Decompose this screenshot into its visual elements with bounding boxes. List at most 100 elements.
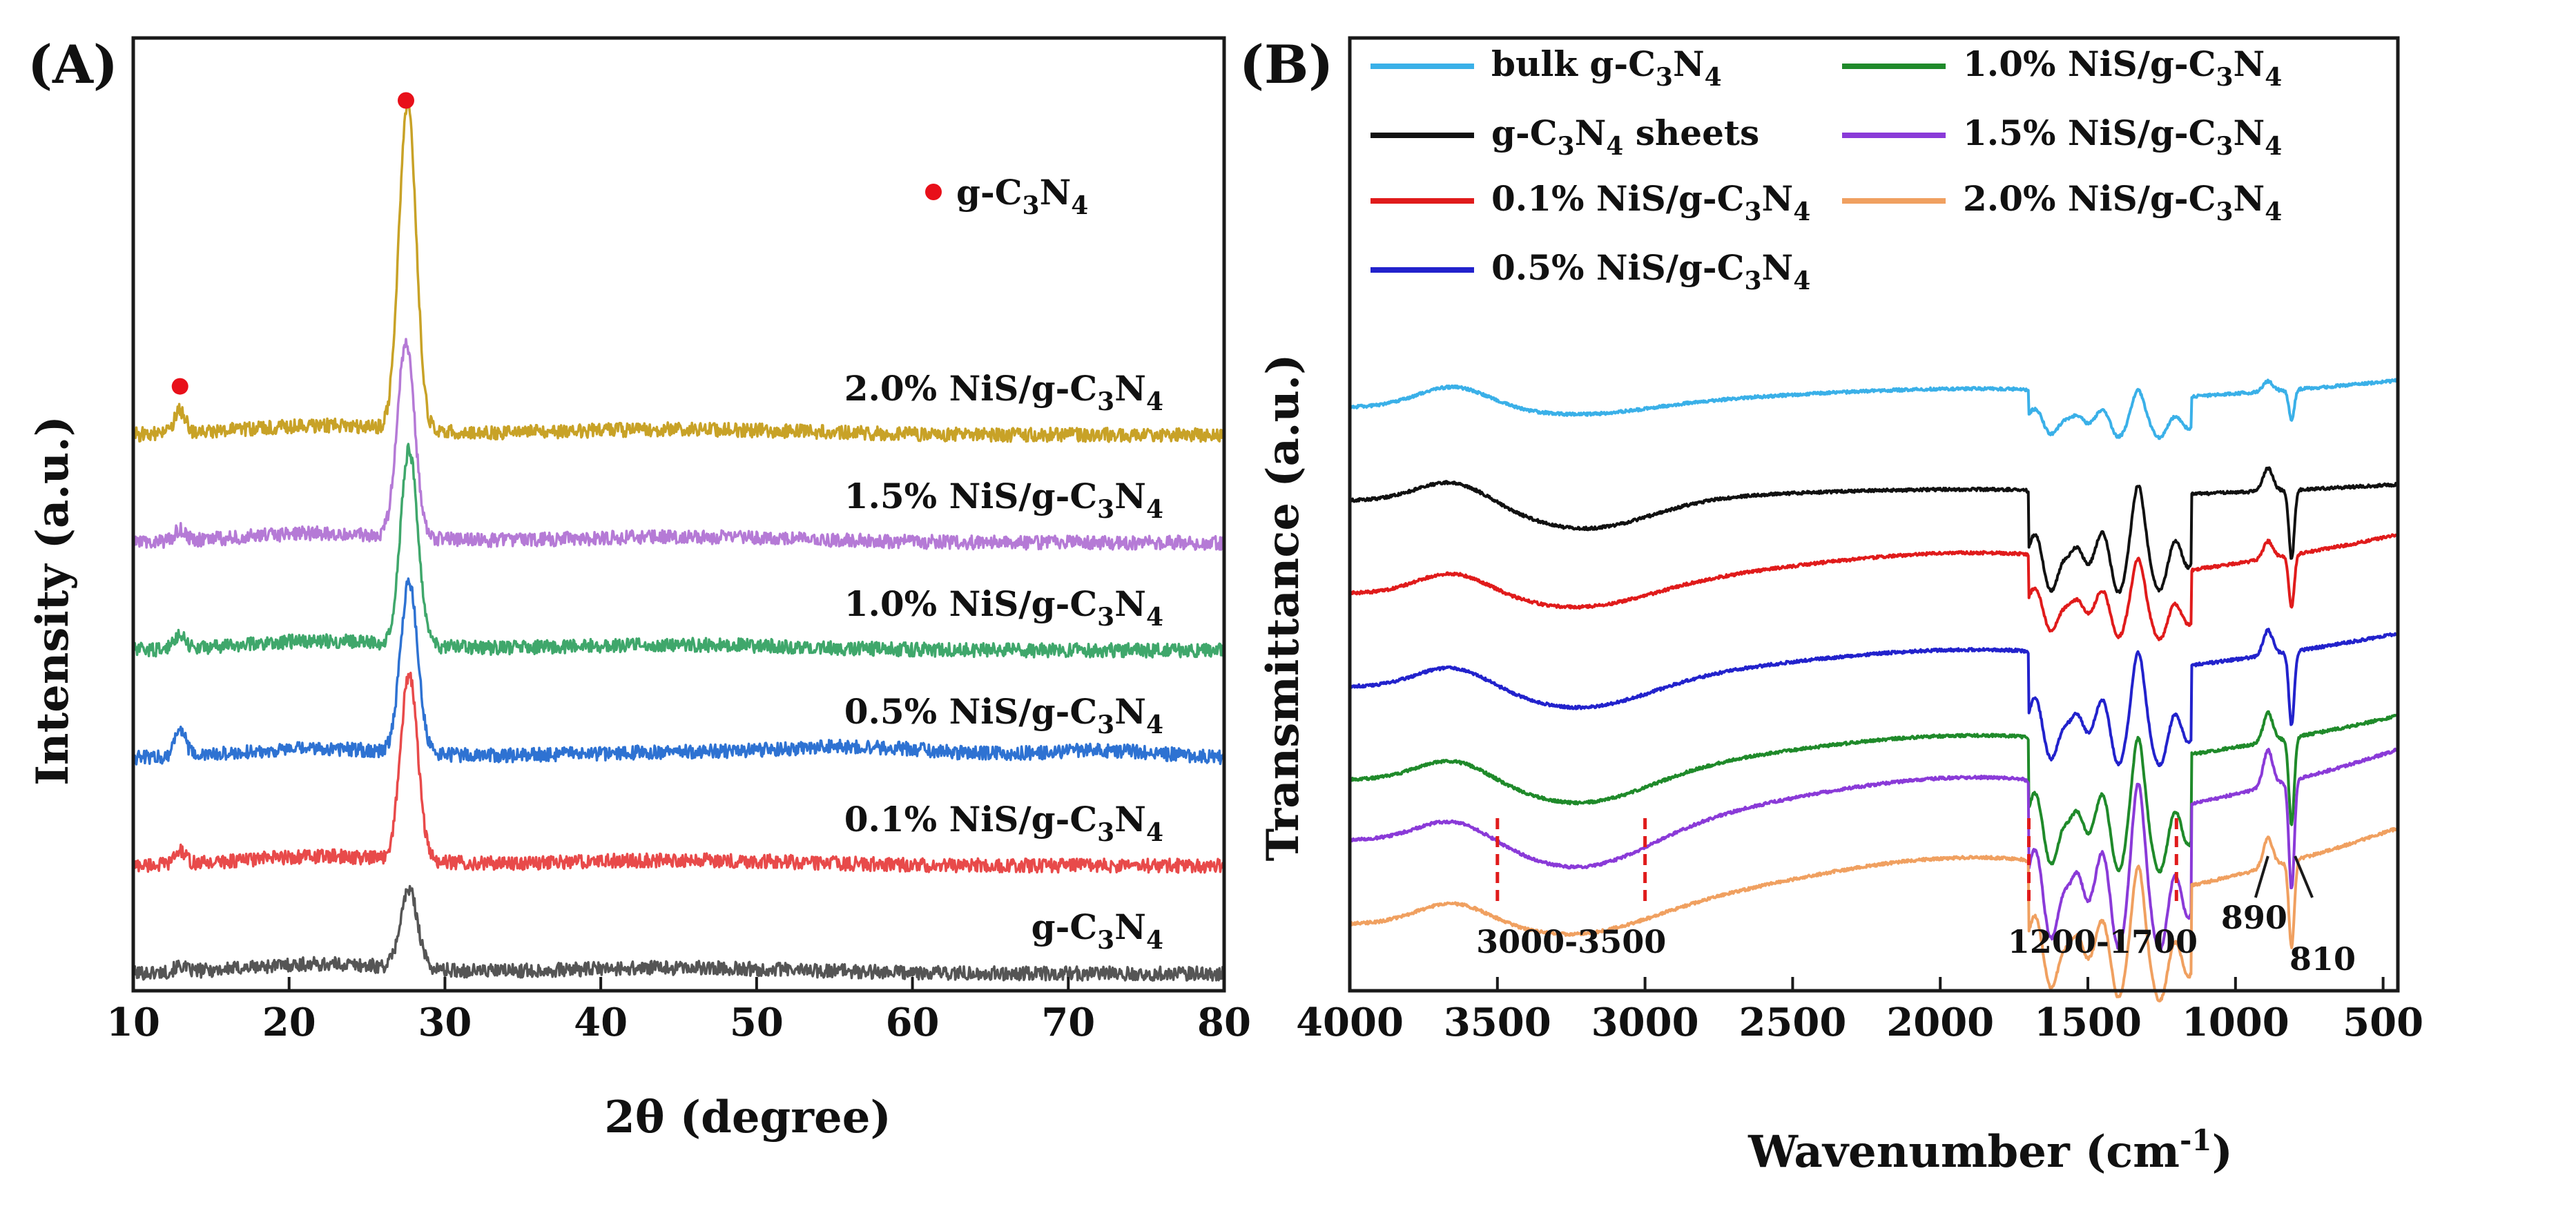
label-text: N xyxy=(1114,368,1146,409)
panel-b-legend-label: bulk g-C3N4 xyxy=(1491,43,1722,92)
panel-a-x-tick-label: 60 xyxy=(886,1000,940,1045)
panel-b-series-line xyxy=(1348,710,2399,874)
panel-b-x-tick-label: 500 xyxy=(2343,1000,2423,1045)
label-text: 1.5% NiS/g-C xyxy=(1963,113,2216,153)
panel-b-series-group xyxy=(1348,378,2399,1002)
label-text: N xyxy=(2234,43,2265,84)
panel-a-series-label: 0.1% NiS/g-C3N4 xyxy=(844,799,1163,847)
label-subscript: 4 xyxy=(2265,132,2282,161)
panel-a-xrd-chart: (A) Intensity (a.u.) 2θ (degree) g-C3N40… xyxy=(27,34,1251,1143)
panel-a-series-line xyxy=(132,97,1226,443)
panel-a-series-label: 0.5% NiS/g-C3N4 xyxy=(844,691,1163,739)
label-text: N xyxy=(1114,907,1146,947)
panel-b-series-line xyxy=(1348,628,2399,768)
panel-b-x-tick-label: 1500 xyxy=(2034,1000,2142,1045)
panel-b-x-tick-label: 2500 xyxy=(1739,1000,1846,1045)
panel-b-legend-label: 1.0% NiS/g-C3N4 xyxy=(1963,43,2282,92)
legend-text: g-C xyxy=(956,172,1023,213)
panel-b-range-label: 3000-3500 xyxy=(1476,923,1666,960)
label-subscript: 4 xyxy=(1146,818,1163,847)
label-text: sheets xyxy=(1623,113,1759,153)
label-subscript: 4 xyxy=(1146,710,1163,739)
label-subscript: 3 xyxy=(1744,267,1761,296)
label-subscript: 4 xyxy=(2265,63,2282,92)
legend-text: N xyxy=(1040,172,1072,213)
label-text: N xyxy=(1762,247,1794,288)
panel-a-x-ticks: 10 20 30 40 50 60 70 80 xyxy=(106,977,1251,1045)
label-text: N xyxy=(1575,113,1607,153)
panel-b-legend-label: 1.5% NiS/g-C3N4 xyxy=(1963,113,2282,161)
panel-b-plot-frame xyxy=(1348,36,2400,993)
panel-b-series-line xyxy=(1348,378,2399,440)
panel-a-series-label: 2.0% NiS/g-C3N4 xyxy=(844,368,1163,416)
panel-b-series-line xyxy=(1348,747,2399,951)
panel-a-marker-legend-dot xyxy=(925,184,942,200)
panel-a-plot-frame xyxy=(131,36,1226,993)
label-subscript: 3 xyxy=(1097,603,1114,632)
panel-b-peak-pointer xyxy=(2294,855,2314,898)
label-text: N xyxy=(1673,43,1705,84)
label-text: g-C xyxy=(1491,113,1558,153)
label-subscript: 4 xyxy=(1793,267,1810,296)
label-text: 0.1% NiS/g-C xyxy=(844,799,1097,840)
label-text: 1.0% NiS/g-C xyxy=(844,583,1097,624)
label-text: g-C xyxy=(1032,907,1098,947)
label-text: 0.5% NiS/g-C xyxy=(844,691,1097,732)
panel-a-marker-legend-label: g-C3N4 xyxy=(956,172,1088,220)
label-subscript: 3 xyxy=(1097,926,1114,955)
panel-b-legend-label: 2.0% NiS/g-C3N4 xyxy=(1963,178,2282,226)
label-text: N xyxy=(2234,113,2265,153)
panel-a-x-tick-label: 40 xyxy=(574,1000,628,1045)
panel-b-x-tick-label: 4000 xyxy=(1296,1000,1404,1045)
label-text: N xyxy=(1114,691,1146,732)
panel-b-x-tick-label: 3000 xyxy=(1591,1000,1699,1045)
panel-a-x-tick-label: 70 xyxy=(1041,1000,1095,1045)
label-text: bulk g-C xyxy=(1491,43,1656,84)
label-subscript: 3 xyxy=(1744,197,1761,226)
label-subscript: 3 xyxy=(1558,132,1575,161)
panel-a-series-line xyxy=(132,338,1226,551)
label-subscript: 4 xyxy=(1793,197,1810,226)
label-subscript: 3 xyxy=(1097,495,1114,524)
legend-subscript: 3 xyxy=(1023,191,1040,220)
panel-a-y-axis-title: Intensity (a.u.) xyxy=(27,416,79,786)
panel-b-legend-label: 0.5% NiS/g-C3N4 xyxy=(1491,247,1810,296)
panel-b-peak-pointer xyxy=(2254,855,2269,898)
label-subscript: 4 xyxy=(1146,387,1163,416)
label-subscript: 4 xyxy=(1146,495,1163,524)
label-subscript: 3 xyxy=(2216,132,2233,161)
label-subscript: 3 xyxy=(2216,197,2233,226)
panel-a-x-tick-label: 80 xyxy=(1197,1000,1251,1045)
panel-b-x-ticks: 4000 3500 3000 2500 2000 1500 1000 500 xyxy=(1296,977,2423,1045)
panel-a-peak-marker xyxy=(171,378,188,395)
label-text: 1.0% NiS/g-C xyxy=(1963,43,2216,84)
label-text: 0.5% NiS/g-C xyxy=(1491,247,1744,288)
panel-a-peak-markers xyxy=(171,92,414,395)
panel-a-series-group xyxy=(132,97,1226,982)
label-text: N xyxy=(2234,178,2265,219)
panel-b-range-label: 1200-1700 xyxy=(2008,923,2198,960)
panel-b-x-tick-label: 3500 xyxy=(1444,1000,1551,1045)
label-text: N xyxy=(1762,178,1794,219)
label-subscript: 4 xyxy=(1146,603,1163,632)
panel-a-series-line xyxy=(132,443,1226,659)
panel-b-legend-label: g-C3N4 sheets xyxy=(1491,113,1759,161)
label-subscript: 4 xyxy=(2265,197,2282,226)
panel-a-x-axis-title: 2θ (degree) xyxy=(604,1092,891,1143)
panel-b-peak-label: 810 xyxy=(2289,940,2356,978)
label-text: 2.0% NiS/g-C xyxy=(1963,178,2216,219)
panel-a-peak-marker xyxy=(398,92,414,109)
x-axis-title-superscript: -1 xyxy=(2180,1123,2212,1157)
legend-subscript: 4 xyxy=(1071,191,1088,220)
panel-b-y-axis-title: Transmittance (a.u.) xyxy=(1257,354,1309,862)
label-text: 0.1% NiS/g-C xyxy=(1491,178,1744,219)
panel-a-series-line xyxy=(132,577,1226,766)
label-text: N xyxy=(1114,799,1146,840)
panel-a-x-tick-label: 10 xyxy=(106,1000,160,1045)
label-text: N xyxy=(1114,476,1146,516)
panel-b-legend-label: 0.1% NiS/g-C3N4 xyxy=(1491,178,1810,226)
panel-a-series-line xyxy=(132,671,1226,874)
